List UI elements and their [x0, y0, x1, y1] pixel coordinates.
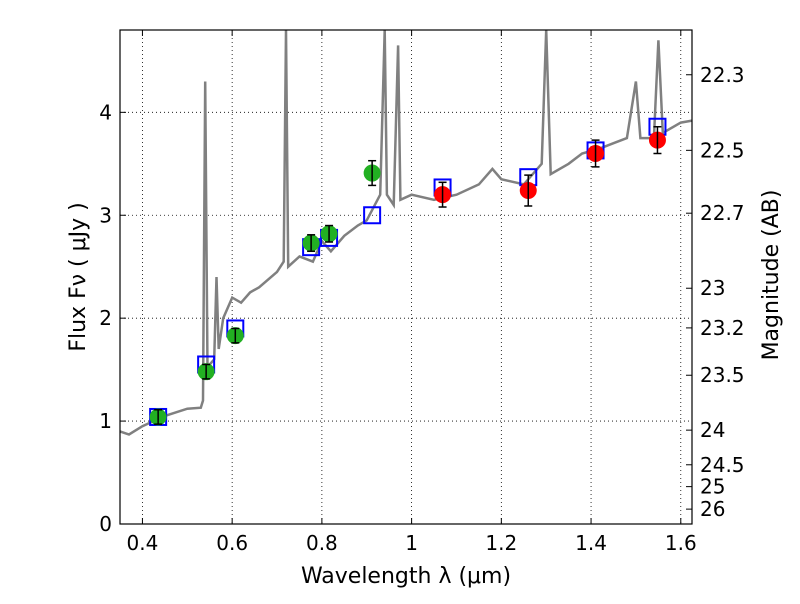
y-tick-label: 2 — [99, 306, 112, 330]
y2-tick-label: 22.5 — [700, 138, 745, 162]
x-tick-label: 1 — [405, 531, 418, 555]
y-axis-label: Flux Fν ( μJy ) — [66, 202, 91, 351]
y2-tick-label: 23.2 — [700, 316, 745, 340]
plot-area — [119, 29, 693, 436]
y2-tick-label: 25 — [700, 475, 725, 499]
y-tick-label: 3 — [99, 203, 112, 227]
x-tick-label: 0.8 — [306, 531, 338, 555]
y2-tick-label: 26 — [700, 497, 725, 521]
axes-frame — [119, 29, 693, 525]
ticks: 0.4 0.6 0.8 1 1.2 1.4 1.60123422.322.522.72323… — [99, 30, 745, 555]
x-axis-label: Wavelength λ (μm) — [301, 564, 511, 589]
x-tick-label: 1.6 — [665, 531, 697, 555]
x-tick-label: 1.4 — [575, 531, 607, 555]
y-tick-label: 1 — [99, 409, 112, 433]
model-point — [363, 206, 382, 225]
y2-axis-label: Magnitude (AB) — [759, 190, 784, 361]
y2-tick-label: 24 — [700, 418, 725, 442]
x-tick-label: 0.6 — [216, 531, 248, 555]
x-tick-label: 0.4 — [127, 531, 159, 555]
y2-tick-label: 24.5 — [700, 453, 745, 477]
y-tick-label: 0 — [99, 512, 112, 536]
x-tick-label: 1.2 — [485, 531, 517, 555]
y-tick-label: 4 — [99, 100, 112, 124]
y2-tick-label: 23 — [700, 276, 725, 300]
y2-tick-label: 22.7 — [700, 201, 745, 225]
y2-tick-label: 22.3 — [700, 63, 745, 87]
y2-tick-label: 23.5 — [700, 363, 745, 387]
